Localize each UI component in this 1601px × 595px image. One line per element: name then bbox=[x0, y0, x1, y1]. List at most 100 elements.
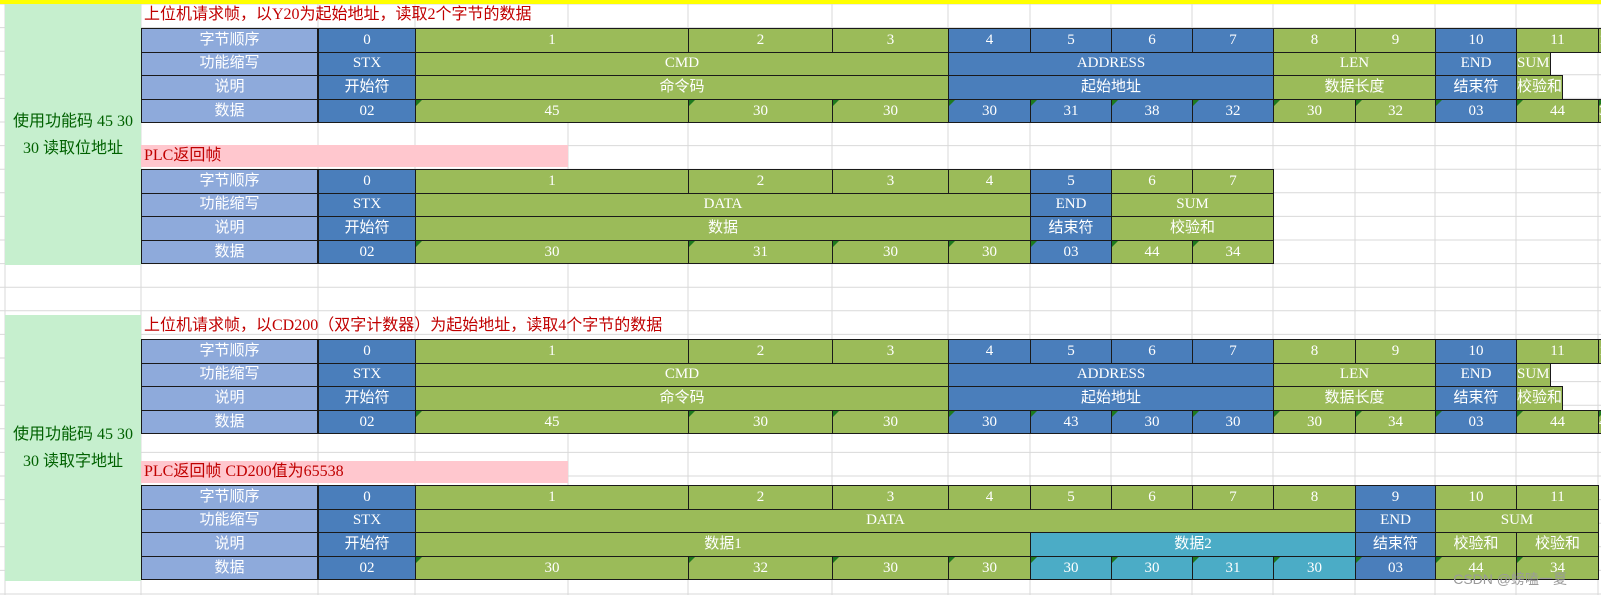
frame-title: PLC返回帧 CD200值为65538 bbox=[141, 461, 568, 483]
cell-error-indicator bbox=[949, 99, 955, 106]
cell-abbr: SUM bbox=[1435, 508, 1599, 534]
cell-error-indicator bbox=[689, 556, 695, 563]
cell-error-indicator bbox=[833, 410, 839, 417]
cell-error-indicator bbox=[833, 556, 839, 563]
cell-data: 30 bbox=[832, 409, 949, 435]
cell-desc: 校验和 bbox=[1111, 216, 1274, 241]
row-label-desc: 说明 bbox=[141, 75, 318, 100]
cell-order: 7 bbox=[1192, 339, 1274, 364]
cell-desc: 数据长度 bbox=[1273, 386, 1436, 411]
cell-data: 31 bbox=[688, 239, 833, 265]
cell-data: 44 bbox=[1435, 555, 1517, 581]
cell-data: 34 bbox=[1355, 409, 1436, 435]
cell-data: 46 bbox=[1598, 409, 1601, 435]
cell-error-indicator bbox=[416, 99, 422, 106]
cell-error-indicator bbox=[1356, 99, 1362, 106]
cell-data: 32 bbox=[1192, 98, 1274, 124]
cell-error-indicator bbox=[1193, 556, 1199, 563]
cell-data: 02 bbox=[318, 555, 416, 581]
cell-order: 9 bbox=[1355, 28, 1436, 53]
cell-error-indicator bbox=[1112, 410, 1118, 417]
cell-data: 45 bbox=[415, 409, 689, 435]
cell-order: 12 bbox=[1598, 339, 1601, 364]
cell-data: 45 bbox=[415, 98, 689, 124]
cell-order: 0 bbox=[318, 339, 416, 364]
cell-order: 5 bbox=[1030, 28, 1112, 53]
cell-data: 30 bbox=[688, 98, 833, 124]
cell-abbr: LEN bbox=[1273, 51, 1436, 77]
cell-data: 30 bbox=[1192, 409, 1274, 435]
cell-data: 02 bbox=[318, 409, 416, 435]
cell-data: 03 bbox=[1435, 98, 1517, 124]
cell-data: 30 bbox=[415, 555, 689, 581]
cell-abbr: END bbox=[1355, 508, 1436, 534]
cell-data: 35 bbox=[1598, 98, 1601, 124]
cell-desc: 命令码 bbox=[415, 75, 949, 100]
cell-order: 6 bbox=[1111, 339, 1193, 364]
cell-data: 30 bbox=[948, 409, 1031, 435]
cell-abbr: END bbox=[1030, 192, 1112, 218]
cell-error-indicator bbox=[416, 240, 422, 247]
cell-error-indicator bbox=[949, 240, 955, 247]
cell-data: 34 bbox=[1516, 555, 1599, 581]
cell-error-indicator bbox=[416, 410, 422, 417]
cell-data: 38 bbox=[1111, 98, 1193, 124]
cell-desc: 起始地址 bbox=[948, 75, 1274, 100]
cell-order: 9 bbox=[1355, 339, 1436, 364]
cell-desc: 校验和 bbox=[1516, 75, 1564, 100]
cell-error-indicator bbox=[949, 410, 955, 417]
cell-order: 4 bbox=[948, 169, 1031, 194]
cell-order: 2 bbox=[688, 485, 833, 510]
cell-abbr: SUM bbox=[1516, 362, 1551, 388]
cell-error-indicator bbox=[1274, 99, 1280, 106]
cell-data: 30 bbox=[948, 555, 1031, 581]
cell-error-indicator bbox=[1112, 240, 1118, 247]
cell-desc: 开始符 bbox=[318, 75, 416, 100]
cell-data: 30 bbox=[1273, 98, 1356, 124]
cell-error-indicator bbox=[1356, 556, 1362, 563]
row-label-order: 字节顺序 bbox=[141, 485, 318, 510]
cell-error-indicator bbox=[1031, 410, 1037, 417]
cell-error-indicator bbox=[689, 240, 695, 247]
frame-title: 上位机请求帧，以Y20为起始地址，读取2个字节的数据 bbox=[144, 6, 532, 23]
cell-order: 3 bbox=[832, 339, 949, 364]
cell-desc: 开始符 bbox=[318, 216, 416, 241]
cell-order: 2 bbox=[688, 339, 833, 364]
cell-error-indicator bbox=[1193, 240, 1199, 247]
cell-data: 03 bbox=[1355, 555, 1436, 581]
cell-data: 30 bbox=[832, 555, 949, 581]
cell-order: 0 bbox=[318, 28, 416, 53]
cell-desc: 结束符 bbox=[1435, 75, 1517, 100]
cell-data: 32 bbox=[688, 555, 833, 581]
cell-data: 30 bbox=[1030, 555, 1112, 581]
cell-order: 11 bbox=[1516, 485, 1599, 510]
cell-order: 3 bbox=[832, 169, 949, 194]
cell-error-indicator bbox=[1599, 99, 1601, 106]
cell-error-indicator bbox=[689, 410, 695, 417]
cell-error-indicator bbox=[1274, 410, 1280, 417]
cell-error-indicator bbox=[1193, 99, 1199, 106]
row-label-abbr: 功能缩写 bbox=[141, 192, 318, 218]
cell-abbr: END bbox=[1435, 51, 1517, 77]
cell-error-indicator bbox=[1599, 410, 1601, 417]
cell-error-indicator bbox=[1112, 99, 1118, 106]
cell-data: 03 bbox=[1030, 239, 1112, 265]
cell-desc: 结束符 bbox=[1435, 386, 1517, 411]
cell-desc: 校验和 bbox=[1516, 532, 1599, 557]
row-label-data: 数据 bbox=[141, 239, 318, 265]
cell-data: 31 bbox=[1030, 98, 1112, 124]
cell-data: 30 bbox=[1273, 409, 1356, 435]
cell-abbr: STX bbox=[318, 508, 416, 534]
row-label-data: 数据 bbox=[141, 98, 318, 124]
cell-data: 30 bbox=[1111, 409, 1193, 435]
cell-order: 1 bbox=[415, 339, 689, 364]
side-description: 使用功能码 45 30 30 读取字地址 bbox=[5, 315, 141, 581]
cell-error-indicator bbox=[1031, 99, 1037, 106]
cell-order: 4 bbox=[948, 28, 1031, 53]
cell-abbr: CMD bbox=[415, 51, 949, 77]
cell-order: 5 bbox=[1030, 485, 1112, 510]
cell-error-indicator bbox=[1436, 556, 1442, 563]
cell-order: 0 bbox=[318, 485, 416, 510]
cell-data: 31 bbox=[1192, 555, 1274, 581]
cell-abbr: STX bbox=[318, 51, 416, 77]
